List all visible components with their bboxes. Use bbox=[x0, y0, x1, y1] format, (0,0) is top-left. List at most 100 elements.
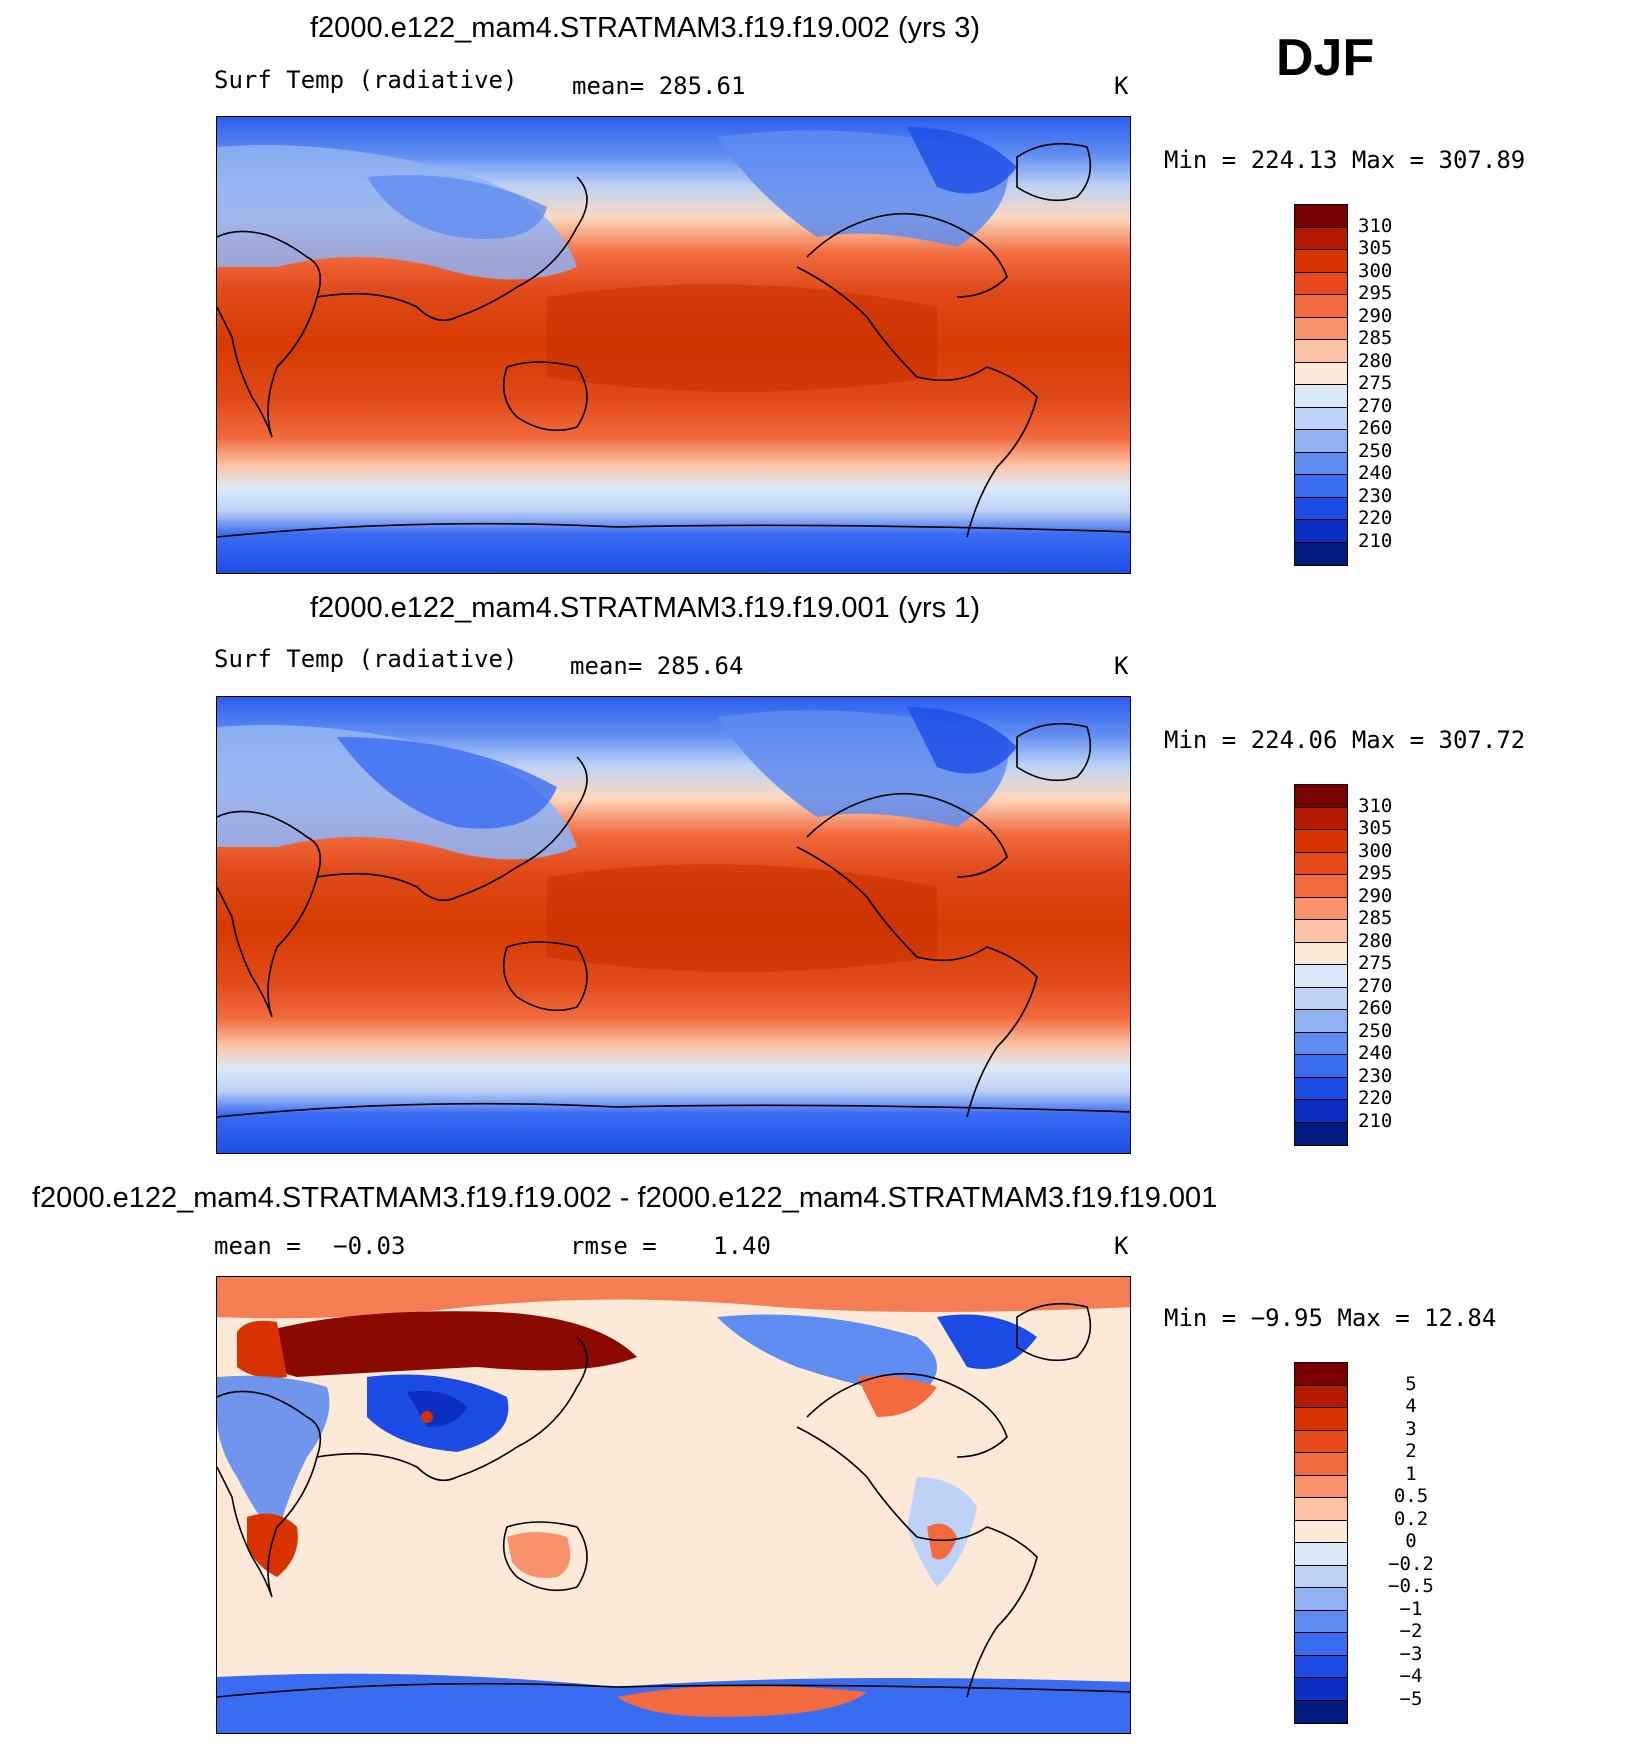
colorbar-tick-label: 0.5 bbox=[1393, 1485, 1429, 1507]
panel1-swatch bbox=[1295, 227, 1347, 250]
colorbar-tick-label: 295 bbox=[1358, 862, 1393, 884]
colorbar-tick-label: −3 bbox=[1399, 1642, 1423, 1665]
panel1-swatch bbox=[1295, 497, 1347, 520]
panel2-swatch bbox=[1295, 942, 1347, 965]
panel2-swatch bbox=[1295, 807, 1347, 830]
panel2-swatch bbox=[1295, 1122, 1347, 1145]
panel3-swatch bbox=[1295, 1363, 1347, 1386]
colorbar-tick-label: 210 bbox=[1358, 529, 1393, 552]
panel1-swatch bbox=[1295, 250, 1347, 273]
panel2-swatch bbox=[1295, 920, 1347, 943]
panel2-swatch bbox=[1295, 987, 1347, 1010]
panel1-mean-label: mean= bbox=[572, 72, 645, 100]
colorbar-tick-label: 230 bbox=[1358, 484, 1393, 507]
colorbar-tick-label: −4 bbox=[1399, 1665, 1423, 1687]
panel1-swatch bbox=[1295, 295, 1347, 318]
colorbar-tick-label: 275 bbox=[1358, 372, 1393, 394]
panel3-colorbar bbox=[1294, 1362, 1348, 1724]
colorbar-tick-label: −0.5 bbox=[1388, 1575, 1434, 1597]
colorbar-tick-label: 270 bbox=[1358, 394, 1393, 417]
panel3-rmse-value: 1.40 bbox=[713, 1232, 771, 1260]
panel3-swatch bbox=[1295, 1655, 1347, 1678]
colorbar-tick-label: 4 bbox=[1405, 1395, 1417, 1417]
colorbar-tick-label: 275 bbox=[1358, 952, 1393, 974]
colorbar-tick-label: 290 bbox=[1358, 884, 1393, 907]
panel3-mean-label: mean = bbox=[214, 1232, 301, 1260]
panel1-swatch bbox=[1295, 340, 1347, 363]
panel3-swatch bbox=[1295, 1565, 1347, 1588]
panel2-swatch bbox=[1295, 1055, 1347, 1078]
colorbar-tick-label: 220 bbox=[1358, 1087, 1393, 1109]
panel1-mean-value: 285.61 bbox=[658, 72, 746, 100]
panel3-minmax: Min = −9.95 Max = 12.84 bbox=[1164, 1304, 1497, 1332]
colorbar-tick-label: 230 bbox=[1358, 1064, 1393, 1087]
panel1-swatch bbox=[1295, 317, 1347, 340]
panel1-units: K bbox=[1114, 72, 1129, 100]
colorbar-tick-label: −5 bbox=[1399, 1687, 1423, 1710]
panel1-map bbox=[216, 116, 1131, 574]
panel2-swatch bbox=[1295, 1077, 1347, 1100]
panel3-swatch bbox=[1295, 1700, 1347, 1723]
panel2-mean-value: 285.64 bbox=[656, 652, 744, 680]
panel2-map bbox=[216, 696, 1131, 1154]
colorbar-tick-label: −2 bbox=[1399, 1620, 1423, 1642]
panel3-swatch bbox=[1295, 1453, 1347, 1476]
panel3-mean-value: −0.03 bbox=[333, 1232, 406, 1260]
colorbar-tick-label: 280 bbox=[1358, 929, 1393, 952]
panel2-swatch bbox=[1295, 785, 1347, 808]
panel3-swatch bbox=[1295, 1385, 1347, 1408]
colorbar-tick-label: 5 bbox=[1405, 1372, 1417, 1395]
colorbar-tick-label: 300 bbox=[1358, 839, 1393, 862]
colorbar-tick-label: 295 bbox=[1358, 282, 1393, 304]
panel3-rmse: rmse = 1.40 bbox=[570, 1232, 771, 1260]
colorbar-tick-label: 310 bbox=[1358, 214, 1393, 237]
colorbar-tick-label: 1 bbox=[1405, 1462, 1417, 1485]
colorbar-tick-label: 250 bbox=[1358, 1019, 1393, 1042]
colorbar-tick-label: 300 bbox=[1358, 259, 1393, 282]
panel1-title: f2000.e122_mam4.STRATMAM3.f19.f19.002 (y… bbox=[310, 12, 980, 44]
colorbar-tick-label: 290 bbox=[1358, 304, 1393, 327]
panel3-swatch bbox=[1295, 1633, 1347, 1656]
colorbar-tick-label: 0 bbox=[1405, 1530, 1417, 1552]
colorbar-tick-label: −1 bbox=[1399, 1597, 1423, 1620]
panel3-swatch bbox=[1295, 1543, 1347, 1566]
panel2-swatch bbox=[1295, 1100, 1347, 1123]
colorbar-tick-label: 305 bbox=[1358, 237, 1393, 259]
colorbar-tick-label: 270 bbox=[1358, 974, 1393, 997]
panel2-variable: Surf Temp (radiative) bbox=[214, 645, 518, 673]
panel1-minmax: Min = 224.13 Max = 307.89 bbox=[1164, 146, 1526, 174]
panel2-mean: mean= 285.64 bbox=[570, 652, 743, 680]
panel2-swatch bbox=[1295, 965, 1347, 988]
colorbar-tick-label: 240 bbox=[1358, 1042, 1393, 1064]
colorbar-tick-label: 210 bbox=[1358, 1109, 1393, 1132]
panel1-swatch bbox=[1295, 475, 1347, 498]
panel2-title: f2000.e122_mam4.STRATMAM3.f19.f19.001 (y… bbox=[310, 592, 980, 624]
panel3-mean: mean = −0.03 bbox=[214, 1232, 405, 1260]
colorbar-tick-label: 240 bbox=[1358, 462, 1393, 484]
panel3-title: f2000.e122_mam4.STRATMAM3.f19.f19.002 - … bbox=[32, 1182, 1218, 1214]
colorbar-tick-label: 260 bbox=[1358, 997, 1393, 1019]
panel1-swatch bbox=[1295, 272, 1347, 295]
panel2-swatch bbox=[1295, 830, 1347, 853]
panel3-swatch bbox=[1295, 1498, 1347, 1521]
panel3-swatch bbox=[1295, 1588, 1347, 1611]
colorbar-tick-label: 280 bbox=[1358, 349, 1393, 372]
colorbar-tick-label: −0.2 bbox=[1388, 1552, 1434, 1575]
panel3-map bbox=[216, 1276, 1131, 1734]
panel2-swatch bbox=[1295, 1010, 1347, 1033]
panel1-colorbar bbox=[1294, 204, 1348, 566]
panel3-swatch bbox=[1295, 1678, 1347, 1701]
season-label: DJF bbox=[1276, 29, 1375, 87]
panel3-rmse-label: rmse = bbox=[570, 1232, 657, 1260]
panel1-swatch bbox=[1295, 520, 1347, 543]
panel1-swatch bbox=[1295, 430, 1347, 453]
panel3-swatch bbox=[1295, 1475, 1347, 1498]
panel1-swatch bbox=[1295, 205, 1347, 228]
panel1-swatch bbox=[1295, 452, 1347, 475]
panel2-units: K bbox=[1114, 652, 1129, 680]
panel1-swatch bbox=[1295, 407, 1347, 430]
colorbar-tick-label: 310 bbox=[1358, 794, 1393, 817]
colorbar-tick-label: 285 bbox=[1358, 907, 1393, 929]
panel3-units: K bbox=[1114, 1232, 1129, 1260]
colorbar-tick-label: 3 bbox=[1405, 1417, 1417, 1440]
